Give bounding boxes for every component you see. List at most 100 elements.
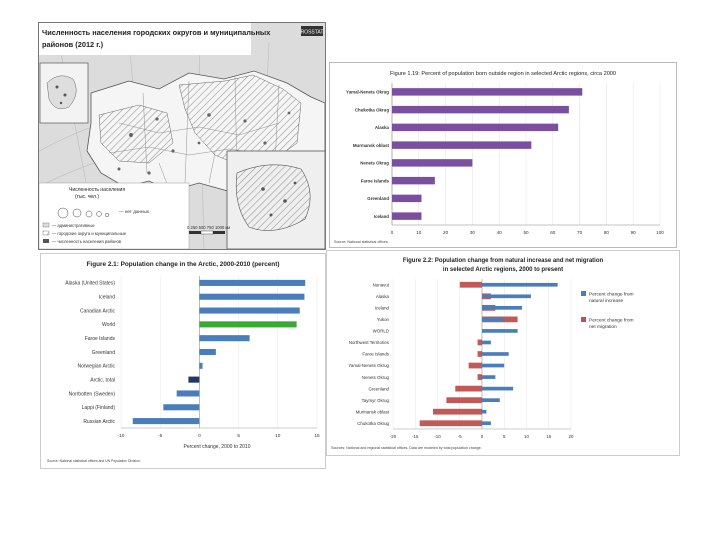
map-title-box [39,23,251,55]
map-inset-west-land [46,75,77,109]
category-label-yamal-nenets-okrug: Yamal-Nenets Okrug [348,363,389,368]
chart-source: Sources: National and regional statistic… [331,446,482,450]
category-label-iceland: Iceland [375,306,390,311]
bar-faroe-islands [392,176,435,185]
map-legend-nodata: — нет данных [119,209,150,214]
legend-label-0-line1: Percent change from [589,292,634,298]
category-label-norwegian-arctic: Norwegian Arctic [77,364,115,370]
x-tick-label-60: 60 [550,230,556,235]
bar-natural-greenland [482,386,514,391]
bar-nenets-okrug [392,159,473,167]
legend-swatch-0 [581,291,586,296]
category-label-iceland: Iceland [99,295,115,301]
category-label-yukon: Yukon [377,317,390,322]
category-label-nenets-okrug: Nenets Okrug [362,375,390,380]
category-label-greenland: Greenland [368,386,389,391]
bar-natural-yamal-nenets-okrug [482,363,505,368]
x-tick-label-0: 0 [481,434,484,439]
x-tick-label-neg15: -15 [412,434,419,439]
category-label-greenland: Greenland [367,196,389,201]
map-title-line1: Численность населения городских округов … [42,28,271,37]
chart-fig-2-2: Figure 2.2: Population change from natur… [331,258,634,450]
chart-fig-2-1: Figure 2.1: Population change in the Arc… [47,261,320,463]
x-tick-label-90: 90 [631,230,637,235]
bar-migration-greenland [455,385,482,392]
map-inset-east-markers [261,181,297,217]
x-tick-label-20: 20 [443,230,449,235]
category-label-norrbotten-sweden: Norrbotten (Sweden) [69,391,116,397]
category-label-world: World [102,322,115,328]
map-legend-swatch-2 [42,230,50,236]
bar-greenland [199,348,216,356]
bar-migration-nunavut [459,281,482,288]
population-map-panel: Численность населения городских округов … [38,22,326,250]
bar-norrbotten-sweden [176,390,200,397]
population-map: Численность населения городских округов … [39,23,325,249]
chart-title: Figure 1.19: Percent of population born … [390,71,616,77]
x-tick-label-30: 30 [470,230,476,235]
x-tick-label-neg10: -10 [434,434,441,439]
category-label-murmansk-oblast: Murmansk oblast [353,143,390,148]
x-tick-label-15: 15 [546,434,551,439]
bar-norwegian-arctic [199,362,203,369]
chart-source: Source: National statistical offices and… [47,459,141,463]
x-tick-label-5: 5 [503,434,506,439]
map-inset-east-land [235,164,311,231]
x-tick-label-40: 40 [497,230,503,235]
category-label-alaska: Alaska [375,125,390,130]
bar-natural-nenets-okrug [482,375,496,379]
x-tick-label-70: 70 [577,230,583,235]
category-label-lappi-finland: Lappi (Finland) [82,405,116,411]
category-label-greenland: Greenland [92,350,116,356]
category-label-world: WORLD [373,329,389,334]
bar-murmansk-oblast [392,141,532,149]
legend-label-1-line1: Percent change from [589,318,634,324]
legend-swatch-1 [581,317,586,322]
category-label-alaska: Alaska [376,294,390,299]
x-tick-label-neg20: -20 [390,434,397,439]
bar-natural-nunavut [482,282,558,287]
map-inset-west-markers [55,85,67,105]
map-legend-title-line2: (тыс. чел.) [75,194,99,200]
x-tick-label-10: 10 [524,434,529,439]
bar-migration-yamal-nenets-okrug [468,362,482,369]
bar-canadian-arctic [199,307,300,314]
chart-fig-2-2-panel: Figure 2.2: Population change from natur… [326,250,680,456]
bar-alaska [392,123,559,132]
legend-label-0-line2: natural increase [589,298,623,304]
bar-migration-murmansk-oblast [433,408,482,415]
category-label-nunavut: Nunavut [373,282,390,287]
x-tick-label-neg5: -5 [458,434,462,439]
category-label-alaska-united-states: Alaska (United States) [65,281,115,287]
chart-source: Source: National statistical offices. [334,240,389,244]
map-legend-item-3: — численность населения районов [52,239,122,244]
bar-migration-faroe-islands [477,351,482,357]
map-legend-swatch-1 [42,222,50,228]
bar-yamal-nenets-okrug [392,88,583,96]
bar-lappi-finland [163,404,200,411]
bar-greenland [392,194,422,203]
category-label-faroe-islands: Faroe Islands [362,352,389,357]
map-scale-label: 0 250 500 750 1000 км [187,225,230,230]
x-tick-label-100: 100 [656,230,664,235]
category-label-arctic-total: Arctic, total [90,377,115,383]
category-label-nenets-okrug: Nenets Okrug [360,161,389,166]
x-tick-label-10: 10 [275,433,281,439]
bar-natural-chukotka-okrug [482,421,491,426]
bar-natural-world [482,329,518,333]
bar-iceland [199,293,305,300]
category-label-taymyr-okrug: Taymyr Okrug [362,398,390,403]
bar-migration-northwest-territories [477,339,482,346]
bar-natural-iceland [482,306,523,310]
x-tick-label-20: 20 [569,434,574,439]
bar-natural-taymyr-okrug [482,398,500,402]
legend-label-1-line2: net migration [589,324,617,330]
category-label-canadian-arctic: Canadian Arctic [80,308,116,314]
category-label-murmansk-oblast: Murmansk oblast [356,409,390,414]
x-axis-label: Percent change, 2000 to 2010 [184,444,251,450]
map-badge [301,26,323,36]
chart-fig-1-19-panel: Figure 1.19: Percent of population born … [329,62,677,248]
map-legend-swatch-3 [43,239,49,243]
map-scale-bar [189,230,225,235]
bar-migration-chukotka-okrug [419,420,482,427]
